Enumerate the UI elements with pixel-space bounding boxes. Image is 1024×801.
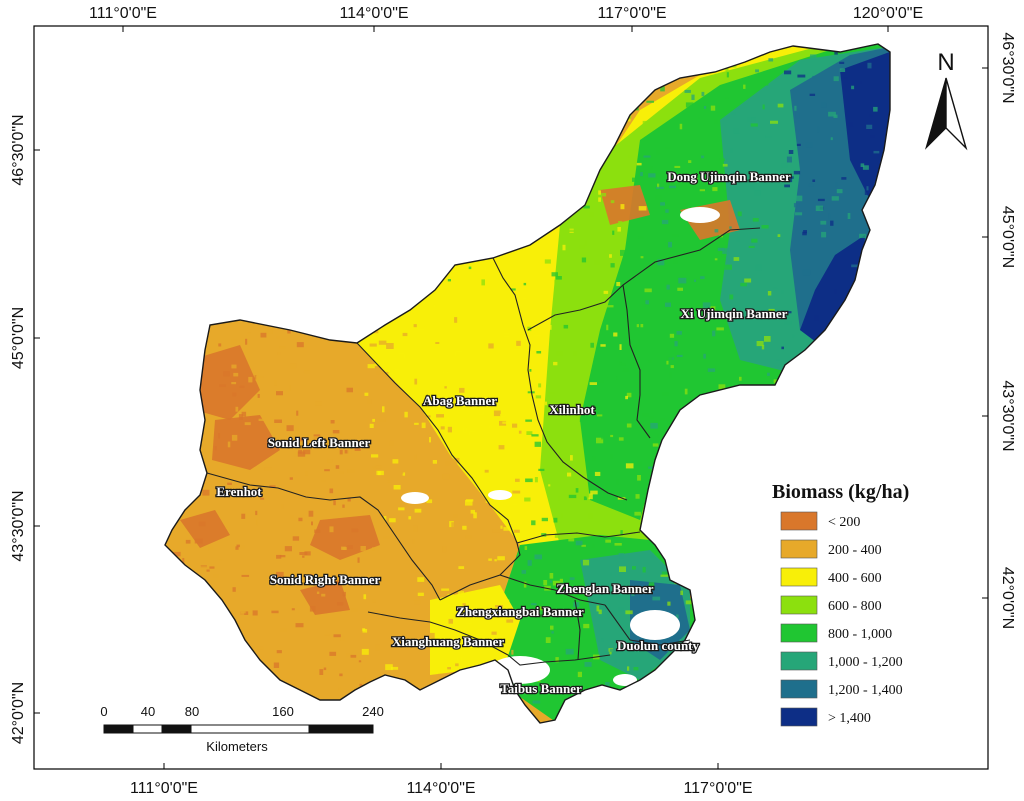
left-lat-label-1: 46°30'0"N	[10, 114, 27, 185]
region-label-dong-ujimqin: Dong Ujimqin Banner	[667, 169, 791, 184]
region-label-duolun: Duolun county	[617, 638, 699, 653]
legend-label: 400 - 600	[828, 571, 882, 586]
legend-swatch	[780, 707, 818, 727]
scale-unit-label: Kilometers	[206, 739, 268, 754]
scale-tick-label: 160	[272, 704, 294, 719]
biomass-raster	[165, 44, 890, 723]
region-label-zhenglan: Zhenglan Banner	[556, 581, 653, 596]
legend-label: 600 - 800	[828, 599, 882, 614]
legend-label: 800 - 1,000	[828, 627, 892, 642]
region-label-erenhot: Erenhot	[216, 484, 262, 499]
legend-label: 200 - 400	[828, 543, 882, 558]
top-lon-label-3: 117°0'0"E	[597, 5, 666, 22]
scale-bar: 0 40 80 160 240 Kilometers	[100, 704, 383, 754]
right-lat-label-3: 43°30'0"N	[999, 380, 1016, 451]
right-lat-label-2: 45°0'0"N	[999, 206, 1016, 268]
right-lat-label-1: 46°30'0"N	[999, 32, 1016, 103]
north-arrow: N	[924, 49, 968, 151]
legend-label: 1,000 - 1,200	[828, 655, 903, 670]
right-lat-label-4: 42°0'0"N	[999, 567, 1016, 629]
scale-tick-label: 0	[100, 704, 107, 719]
legend-label: > 1,400	[828, 711, 871, 726]
legend-title: Biomass (kg/ha)	[772, 481, 909, 503]
scale-tick-label: 80	[185, 704, 199, 719]
scale-tick-label: 40	[141, 704, 155, 719]
bottom-lon-label-1: 111°0'0"E	[130, 780, 198, 797]
region-label-xi-ujimqin: Xi Ujimqin Banner	[681, 306, 788, 321]
region-label-sonid-left: Sonid Left Banner	[268, 435, 371, 450]
county-boundaries	[206, 227, 761, 666]
top-lon-label-4: 120°0'0"E	[853, 5, 923, 22]
left-lat-label-2: 45°0'0"N	[10, 307, 27, 369]
region-label-zhengxiangbai: Zhengxiangbai Banner	[456, 604, 584, 619]
region-label-xilinhot: Xilinhot	[549, 402, 595, 417]
legend-label: < 200	[828, 515, 860, 530]
legend-swatch	[780, 679, 818, 699]
legend-swatch	[780, 651, 818, 671]
frame-ticks	[34, 26, 988, 769]
region-label-taibus: Taibus Banner	[500, 681, 582, 696]
top-lon-label-1: 111°0'0"E	[89, 5, 157, 22]
left-lat-label-4: 42°0'0"N	[10, 682, 27, 744]
legend-swatch	[780, 539, 818, 559]
legend-label: 1,200 - 1,400	[828, 683, 903, 698]
legend-swatch	[780, 567, 818, 587]
legend: Biomass (kg/ha) < 200 200 - 400 400 - 600 6…	[772, 481, 909, 727]
top-lon-label-2: 114°0'0"E	[339, 5, 408, 22]
legend-swatch	[780, 623, 818, 643]
region-label-sonid-right: Sonid Right Banner	[270, 572, 381, 587]
legend-swatch	[780, 595, 818, 615]
region-label-xianghuang: Xianghuang Banner	[392, 634, 505, 649]
legend-swatch	[780, 511, 818, 531]
region-label-abag: Abag Banner	[423, 393, 497, 408]
scale-tick-label: 240	[362, 704, 384, 719]
left-lat-label-3: 43°30'0"N	[10, 490, 27, 561]
north-label: N	[937, 49, 954, 76]
bottom-lon-label-3: 117°0'0"E	[683, 780, 752, 797]
study-area-outline	[164, 43, 891, 724]
bottom-lon-label-2: 114°0'0"E	[406, 780, 475, 797]
